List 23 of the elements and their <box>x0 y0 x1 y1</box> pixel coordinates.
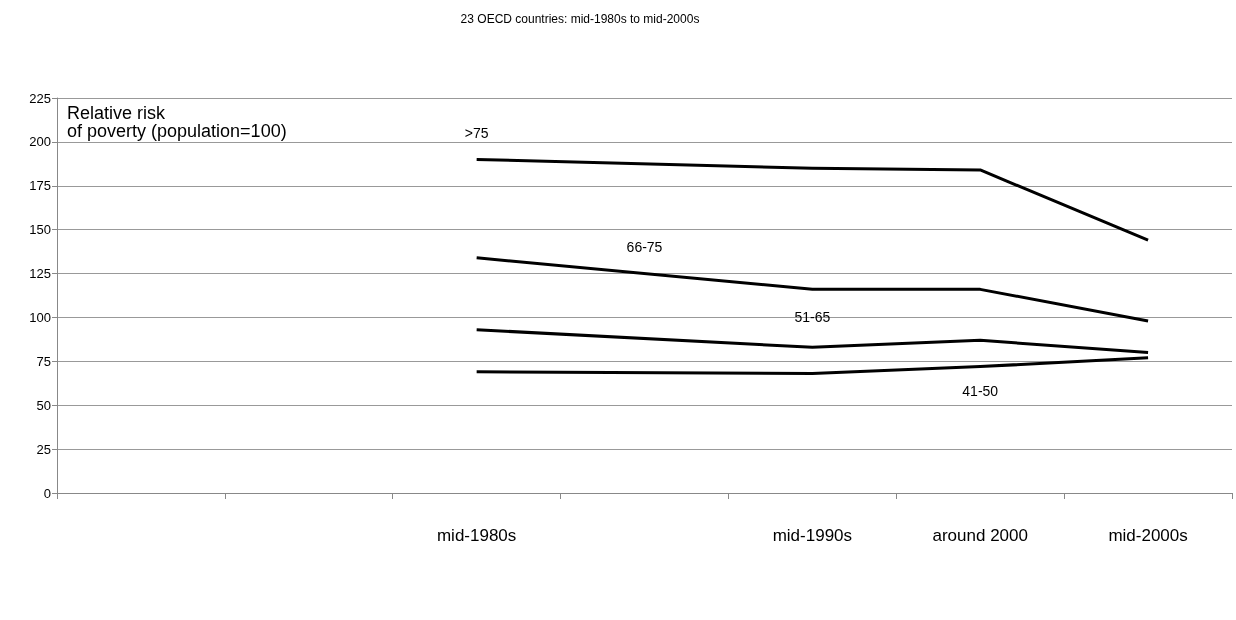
series-label: 51-65 <box>794 309 831 326</box>
y-tick-label: 150 <box>29 222 51 238</box>
line-series <box>475 356 1150 376</box>
y-axis-title: Relative risk of poverty (population=100) <box>67 103 287 141</box>
x-tick-label: around 2000 <box>932 526 1028 545</box>
series-label: 66-75 <box>626 239 663 256</box>
series-label: 41-50 <box>962 383 999 400</box>
y-tick-label: 100 <box>29 309 51 325</box>
y-tick-label: 125 <box>29 266 51 282</box>
series-label: >75 <box>464 125 489 142</box>
x-tick-label: mid-2000s <box>1108 526 1188 545</box>
y-tick-label: 25 <box>36 441 51 457</box>
chart-title: 23 OECD countries: mid-1980s to mid-2000s <box>460 12 700 26</box>
line-series <box>475 328 1150 355</box>
y-tick-label: 50 <box>36 397 51 413</box>
y-tick-label: 225 <box>29 90 51 106</box>
line-series <box>475 157 1150 242</box>
x-tick-label: mid-1990s <box>772 526 853 545</box>
x-tick-label: mid-1980s <box>436 526 517 545</box>
y-tick-label: 175 <box>29 178 51 194</box>
y-tick-label: 0 <box>43 485 51 501</box>
y-tick-label: 200 <box>29 134 51 150</box>
y-tick-label: 75 <box>36 353 51 369</box>
